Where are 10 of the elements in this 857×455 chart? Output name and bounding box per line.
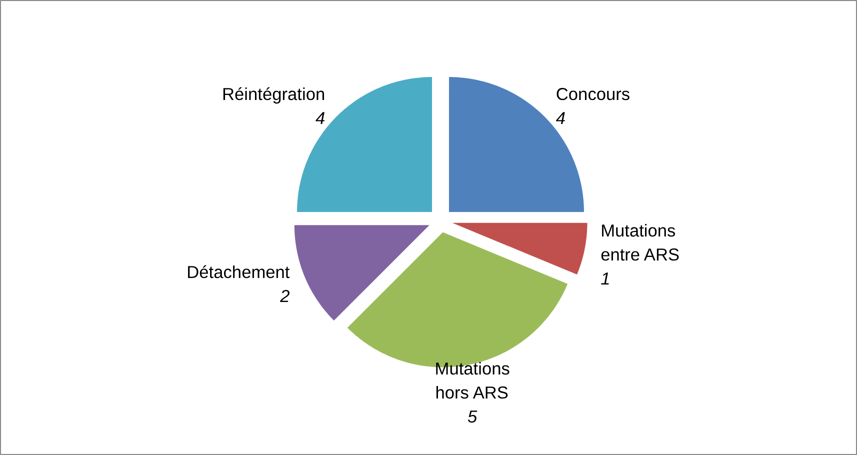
data-label: 2 [279,286,290,306]
slice-label: Mutations hors ARS [434,358,510,403]
slice-label: Détachement [186,262,290,282]
slice-label: Concours [556,84,630,104]
slice-label: Mutations entre ARS [600,220,680,264]
slice-label: Réintégration [222,84,326,104]
data-label: 4 [556,108,566,128]
data-label: 5 [468,406,478,427]
data-label: 4 [315,108,326,128]
data-label: 1 [600,268,610,288]
